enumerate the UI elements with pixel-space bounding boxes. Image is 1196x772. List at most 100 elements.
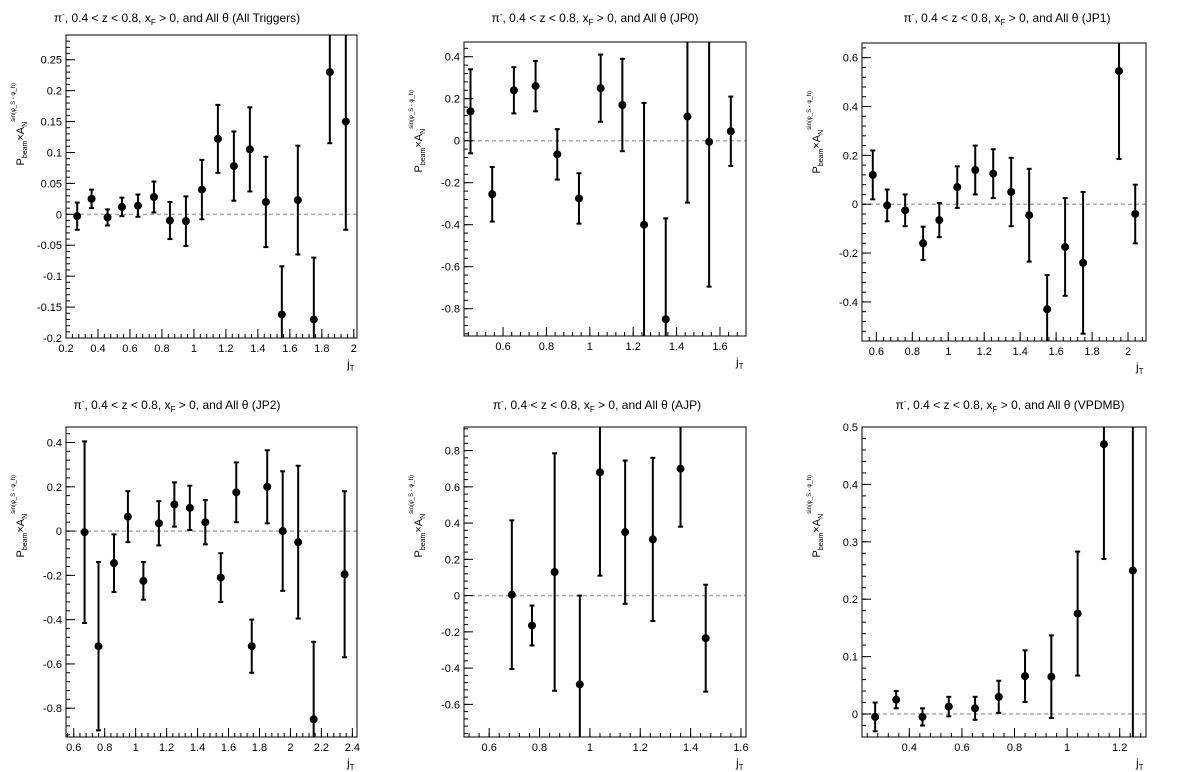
data-point: [185, 503, 194, 512]
y-tick-label: 0.1: [843, 652, 858, 664]
data-point: [550, 568, 559, 577]
y-tick-label: 0.2: [843, 594, 858, 606]
data-point: [919, 239, 928, 248]
x-tick-label: 1.2: [633, 742, 648, 754]
chart-panel-1: π-, 0.4 < z < 0.8, xF > 0, and All θ (Al…: [11, 10, 358, 373]
plot-frame: [861, 42, 1147, 342]
chart-panel-4: π-, 0.4 < z < 0.8, xF > 0, and All θ (JP…: [11, 397, 360, 772]
y-tick-label: -0.05: [37, 240, 62, 252]
x-tick-label: 0.8: [1007, 742, 1022, 754]
x-tick-label: 0.6: [954, 742, 969, 754]
y-tick-label: 0.5: [843, 422, 858, 434]
data-point: [1061, 242, 1070, 251]
y-tick-label: 0.4: [445, 52, 460, 64]
x-tick-label: 1: [191, 343, 197, 355]
data-point: [261, 197, 270, 206]
data-point: [1007, 188, 1016, 196]
y-tick-label: 0.4: [843, 102, 858, 114]
data-point: [871, 712, 880, 721]
x-tick-label: 1: [587, 341, 593, 353]
y-tick-label: 0.2: [445, 94, 460, 106]
data-point: [676, 464, 685, 473]
x-tick-label: 1.8: [314, 343, 329, 355]
x-tick-label: 2.2: [314, 742, 329, 754]
data-point: [705, 137, 714, 146]
y-tick-label: -0.8: [43, 703, 62, 715]
data-point: [1079, 258, 1088, 267]
data-series: [507, 427, 710, 737]
data-point: [309, 315, 318, 324]
y-tick-label: 0.1: [47, 147, 62, 159]
x-tick-label: 1.2: [977, 346, 992, 358]
y-tick-label: -0.4: [441, 663, 460, 675]
chart-panel-3: π-, 0.4 < z < 0.8, xF > 0, and All θ (JP…: [807, 10, 1147, 376]
data-series: [466, 42, 735, 336]
data-point: [213, 134, 222, 143]
y-tick-label: 0.2: [47, 86, 62, 98]
data-point: [216, 573, 225, 582]
data-point: [648, 535, 657, 544]
x-tick-label: 0.8: [97, 742, 112, 754]
data-point: [1021, 672, 1030, 681]
x-tick-label: 2: [351, 343, 357, 355]
y-tick-label: 0: [852, 199, 858, 211]
x-tick-label: 1.4: [683, 742, 698, 754]
data-point: [701, 634, 710, 643]
data-point: [994, 692, 1003, 701]
y-tick-label: -0.2: [43, 333, 62, 345]
y-tick-label: -0.2: [441, 178, 460, 190]
plot-frame: [65, 34, 358, 339]
x-axis-label: jT: [1135, 756, 1144, 772]
chart-panel-6: π-, 0.4 < z < 0.8, xF > 0, and All θ (VP…: [807, 397, 1147, 772]
x-tick-label: 0.8: [905, 346, 920, 358]
data-point: [232, 488, 241, 497]
data-point: [341, 117, 350, 126]
y-tick-label: -0.15: [37, 302, 62, 314]
data-point: [1073, 609, 1082, 618]
chart-title: π-, 0.4 < z < 0.8, xF > 0, and All θ (JP…: [74, 397, 281, 414]
y-tick-label: -0.2: [43, 570, 62, 582]
plot-frame: [65, 426, 358, 738]
x-tick-label: 1.8: [252, 742, 267, 754]
x-tick-label: 0.8: [539, 341, 554, 353]
x-tick-label: 1.2: [159, 742, 174, 754]
y-tick-label: -0.6: [441, 262, 460, 274]
data-point: [293, 196, 302, 205]
data-point: [683, 112, 692, 121]
y-tick-label: 0.15: [41, 117, 62, 129]
x-tick-label: 1.2: [1112, 742, 1127, 754]
x-tick-label: 0.2: [58, 343, 73, 355]
chart-title: π-, 0.4 < z < 0.8, xF > 0, and All θ (VP…: [896, 397, 1125, 414]
data-point: [197, 185, 206, 194]
data-point: [1043, 305, 1052, 314]
data-point: [247, 642, 256, 651]
x-tick-label: 1.6: [282, 343, 297, 355]
y-tick-label: 0.8: [445, 446, 460, 458]
x-axis-label: jT: [735, 355, 744, 371]
data-point: [245, 145, 254, 154]
data-series: [80, 440, 349, 737]
data-point: [935, 216, 944, 225]
plot-frame: [463, 426, 747, 738]
y-tick-label: -0.1: [43, 271, 62, 283]
y-tick-label: 0: [454, 591, 460, 603]
x-tick-label: 0.6: [495, 341, 510, 353]
x-tick-label: 0.6: [482, 742, 497, 754]
y-axis-label: Pbeam×ANsin(φ_S - φ_h): [11, 475, 29, 557]
data-point: [1099, 440, 1108, 449]
y-tick-label: -0.4: [43, 615, 62, 627]
data-point: [117, 202, 126, 211]
data-point: [553, 150, 562, 159]
chart-panel-5: π-, 0.4 < z < 0.8, xF > 0, and All θ (AJ…: [409, 397, 749, 772]
data-point: [509, 86, 518, 95]
data-point: [989, 169, 998, 178]
data-point: [596, 84, 605, 93]
data-point: [892, 695, 901, 704]
data-point: [133, 201, 142, 210]
chart-title: π-, 0.4 < z < 0.8, xF > 0, and All θ (Al…: [54, 10, 300, 27]
y-tick-label: -0.2: [839, 248, 858, 260]
x-tick-label: 0.6: [66, 742, 81, 754]
y-tick-label: 0.6: [445, 482, 460, 494]
chart-panel-2: π-, 0.4 < z < 0.8, xF > 0, and All θ (JP…: [409, 10, 747, 371]
